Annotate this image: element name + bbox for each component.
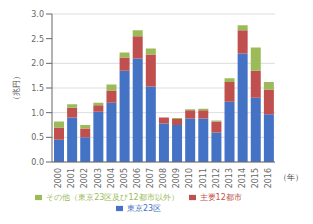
html-text:主要12都市: 主要12都市 bbox=[199, 193, 242, 202]
svg-text:1.0: 1.0 bbox=[31, 109, 44, 118]
svg-text:（年）: （年） bbox=[279, 173, 303, 182]
svg-text:2001: 2001 bbox=[67, 168, 76, 188]
svg-text:3.0: 3.0 bbox=[31, 10, 44, 19]
svg-text:2009: 2009 bbox=[172, 168, 181, 188]
svg-text:2003: 2003 bbox=[94, 168, 103, 188]
svg-text:2006: 2006 bbox=[133, 168, 142, 188]
svg-text:2014: 2014 bbox=[238, 168, 247, 188]
svg-text:2016: 2016 bbox=[264, 168, 273, 188]
svg-text:2000: 2000 bbox=[54, 168, 63, 188]
svg-text:2010: 2010 bbox=[185, 168, 194, 188]
svg-text:2004: 2004 bbox=[107, 168, 116, 188]
svg-text:2.0: 2.0 bbox=[31, 59, 44, 68]
svg-text:0.0: 0.0 bbox=[31, 158, 44, 167]
html-text:東京23区: 東京23区 bbox=[126, 204, 162, 213]
svg-text:2011: 2011 bbox=[199, 168, 208, 188]
html-text:その他（東京23区及び12都市以外）: その他（東京23区及び12都市以外） bbox=[46, 193, 179, 202]
svg-text:2013: 2013 bbox=[225, 168, 234, 188]
svg-text:2005: 2005 bbox=[120, 168, 129, 188]
svg-text:2.5: 2.5 bbox=[31, 35, 44, 44]
svg-text:2012: 2012 bbox=[212, 168, 221, 188]
svg-text:0.5: 0.5 bbox=[31, 133, 44, 142]
svg-text:1.5: 1.5 bbox=[31, 84, 44, 93]
svg-text:2008: 2008 bbox=[159, 168, 168, 188]
svg-text:（兆円）: （兆円） bbox=[12, 72, 21, 104]
svg-text:2007: 2007 bbox=[146, 168, 155, 188]
svg-text:2002: 2002 bbox=[80, 168, 89, 188]
svg-text:2015: 2015 bbox=[251, 168, 260, 188]
